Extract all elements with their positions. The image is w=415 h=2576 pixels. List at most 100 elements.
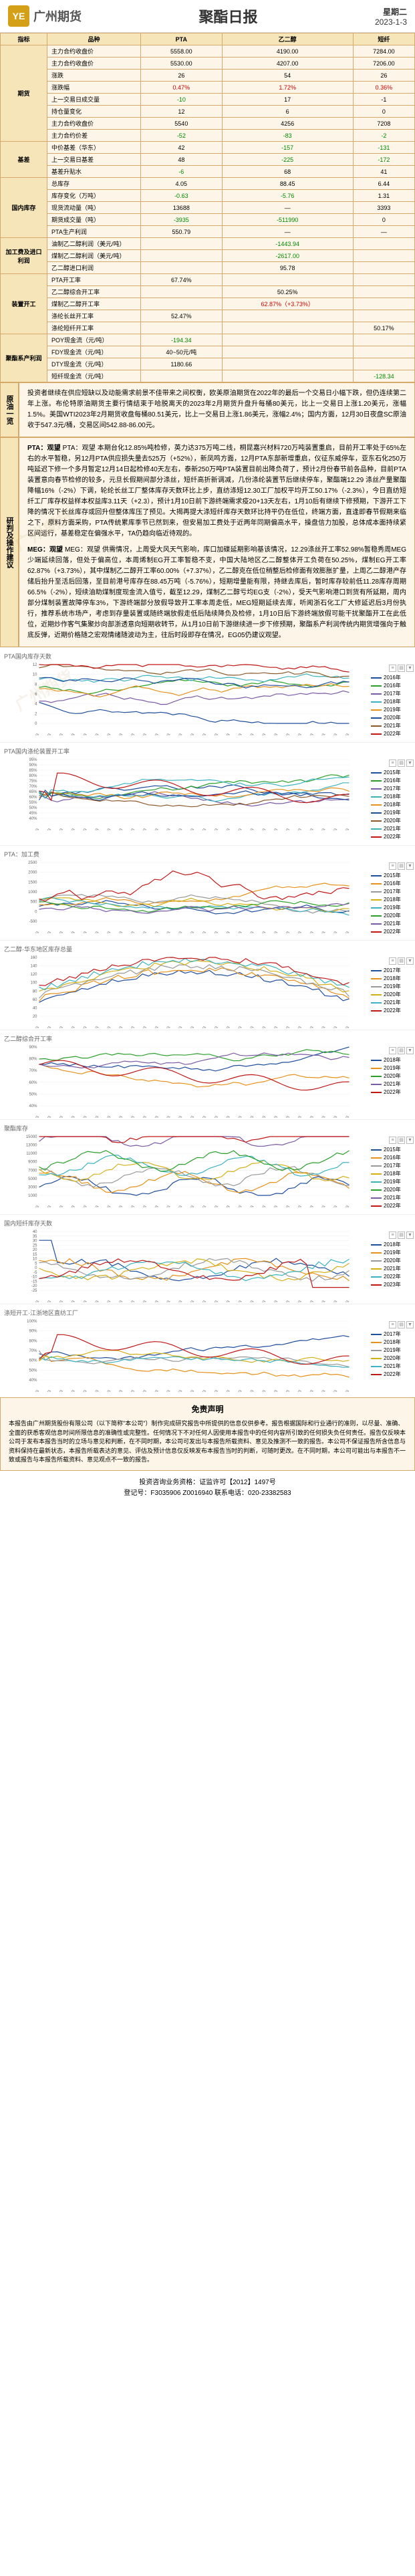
legend-btn-icon[interactable]: ≡ [389,862,396,870]
svg-text:05月07日: 05月07日 [137,1115,148,1118]
legend-btn-icon[interactable]: ▤ [398,1232,405,1239]
svg-text:01月15日: 01月15日 [41,1115,52,1118]
meg-text: MEG：观望 供需情况，上周受大风天气影响，库口加碟延期影响基该情况，12.29… [27,546,406,639]
label-cell: 中价基差（华东） [47,142,141,154]
legend-item: 2016年 [371,880,414,887]
svg-text:05月07日: 05月07日 [137,931,148,933]
value-cell: 4256 [222,118,353,130]
legend-btn-icon[interactable]: ▼ [406,1047,414,1054]
value-cell: — [222,226,353,238]
legend-btn-icon[interactable]: ▤ [398,1047,405,1054]
svg-text:01月29日: 01月29日 [53,1205,64,1207]
svg-text:5: 5 [35,1262,37,1266]
legend-btn-icon[interactable]: ▤ [398,957,405,965]
value-cell: -10 [141,94,223,106]
legend-btn-icon[interactable]: ≡ [389,1321,396,1328]
legend-btn-icon[interactable]: ▤ [398,665,405,672]
value-cell: 0.47% [141,82,223,94]
legend-btn-icon[interactable]: ▼ [406,1137,414,1144]
svg-text:10月08日: 10月08日 [268,1300,279,1302]
svg-text:06月18日: 06月18日 [173,1026,184,1028]
svg-text:09月24日: 09月24日 [257,1300,267,1302]
svg-text:08月13日: 08月13日 [221,828,231,830]
svg-text:160: 160 [30,956,37,960]
svg-text:80%: 80% [29,1339,37,1343]
legend-btn-icon[interactable]: ▼ [406,1232,414,1239]
value-cell: -1443.94 [222,238,353,250]
svg-text:12月31日: 12月31日 [339,733,350,735]
svg-text:11月05日: 11月05日 [292,1389,303,1392]
svg-text:1000: 1000 [28,1194,37,1198]
svg-text:04月23日: 04月23日 [125,931,136,933]
value-cell [353,262,414,274]
svg-text:01月29日: 01月29日 [53,1115,64,1118]
svg-text:05月07日: 05月07日 [137,1389,148,1392]
svg-text:30: 30 [33,1240,37,1244]
legend-btn-icon[interactable]: ≡ [389,1137,396,1144]
value-cell [222,334,353,346]
svg-text:02月26日: 02月26日 [78,931,88,933]
svg-text:100: 100 [30,981,37,985]
svg-text:10月08日: 10月08日 [268,1115,279,1118]
legend-btn-icon[interactable]: ▼ [406,759,414,767]
svg-text:15: 15 [33,1253,37,1257]
chart-title: 聚酯库存 [0,1123,415,1134]
svg-text:07月16日: 07月16日 [196,1205,207,1207]
table-row: 乙二醇综合开工率50.25% [1,286,415,298]
svg-text:12月03日: 12月03日 [316,1115,327,1118]
svg-text:03月12日: 03月12日 [90,828,100,830]
pta-text: PTA：观望 本期台化12.85%吨检修，英力达375万吨二线，桐昆嘉兴材料72… [27,445,406,538]
svg-text:0: 0 [35,722,37,726]
svg-text:01月01日: 01月01日 [29,733,40,735]
legend-item: 2020年 [371,991,414,998]
value-cell: -5.76 [222,190,353,202]
legend-btn-icon[interactable]: ≡ [389,759,396,767]
svg-text:07月02日: 07月02日 [184,1205,195,1207]
legend-btn-icon[interactable]: ≡ [389,957,396,965]
page-title: 聚酯日报 [82,5,375,27]
legend-btn-icon[interactable]: ▼ [406,1321,414,1328]
category-cell: 期货 [1,45,47,142]
svg-text:01月29日: 01月29日 [53,1389,64,1392]
svg-text:05月21日: 05月21日 [149,828,160,830]
svg-text:0: 0 [35,1266,37,1270]
chart-title: PTA国内涤纶装置开工率 [0,745,415,757]
legend-btn-icon[interactable]: ≡ [389,1232,396,1239]
table-row: 国内库存总库存4.0588.456.44 [1,178,415,190]
table-row: 主力合约收盘价554042567208 [1,118,415,130]
legend-item: 2022年 [371,833,414,840]
label-cell: 涨跌 [47,70,141,82]
value-cell: -131 [353,142,414,154]
legend-btn-icon[interactable]: ▼ [406,665,414,672]
legend-btn-icon[interactable]: ▤ [398,862,405,870]
col-header: 品种 [47,33,141,45]
svg-text:2000: 2000 [28,871,37,875]
svg-text:09月24日: 09月24日 [257,828,267,830]
legend-btn-icon[interactable]: ≡ [389,665,396,672]
svg-text:06月18日: 06月18日 [173,828,184,830]
legend-btn-icon[interactable]: ▼ [406,957,414,965]
svg-text:07月02日: 07月02日 [184,1300,195,1302]
chart-plot: 02468101201月01日01月15日01月29日02月12日02月26日0… [0,662,370,735]
legend-item: 2020年 [371,1257,414,1264]
value-cell: 62.87%（+3.73%） [222,298,353,310]
legend-btn-icon[interactable]: ≡ [389,1047,396,1054]
legend-btn-icon[interactable]: ▤ [398,759,405,767]
svg-text:90%: 90% [29,764,37,768]
svg-text:06月04日: 06月04日 [161,1300,172,1302]
value-cell [141,322,223,334]
svg-text:06月04日: 06月04日 [161,1205,172,1207]
legend-btn-icon[interactable]: ▤ [398,1321,405,1328]
value-cell: 4207.00 [222,57,353,70]
svg-text:9000: 9000 [28,1161,37,1165]
legend-item: 2020年 [371,714,414,721]
svg-text:04月23日: 04月23日 [125,733,136,735]
legend-item: 2017年 [371,690,414,697]
legend-btn-icon[interactable]: ▼ [406,862,414,870]
svg-text:09月24日: 09月24日 [257,1115,267,1118]
legend-btn-icon[interactable]: ▤ [398,1137,405,1144]
value-cell: 17 [222,94,353,106]
value-cell: 3393 [353,202,414,214]
label-cell: 主力合约收盘价 [47,45,141,57]
svg-text:12月03日: 12月03日 [316,828,327,830]
